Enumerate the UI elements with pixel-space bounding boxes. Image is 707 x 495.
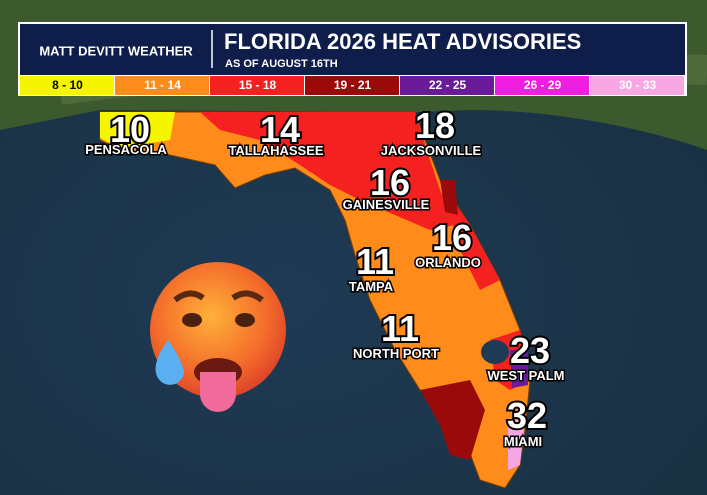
city-name: TALLAHASSEE xyxy=(228,143,323,158)
legend-swatch xyxy=(305,76,399,95)
region-darkred-south xyxy=(420,380,485,460)
city-count: 16 xyxy=(432,217,472,258)
city-count: 16 xyxy=(370,162,410,203)
city-name: GAINESVILLE xyxy=(343,197,430,212)
region-purple xyxy=(510,350,528,388)
city-name: MIAMI xyxy=(504,434,542,449)
region-darkred-north xyxy=(440,180,458,215)
legend-swatch xyxy=(210,76,304,95)
legend-swatch xyxy=(590,76,684,95)
legend-label: 8 - 10 xyxy=(52,78,83,92)
city-name: TAMPA xyxy=(349,279,394,294)
header-bar xyxy=(20,24,685,75)
legend-swatch xyxy=(20,76,114,95)
city-count: 18 xyxy=(415,105,455,146)
city-name: PENSACOLA xyxy=(85,142,167,157)
hot-face-emoji xyxy=(150,262,286,412)
title: FLORIDA 2026 HEAT ADVISORIES xyxy=(224,29,581,54)
city-name: NORTH PORT xyxy=(353,346,439,361)
city-name: JACKSONVILLE xyxy=(381,143,482,158)
city-count: 10 xyxy=(110,109,150,150)
city-count: 11 xyxy=(356,241,394,282)
legend-label: 15 - 18 xyxy=(239,78,277,92)
region-red-north xyxy=(200,112,455,230)
legend-label: 30 - 33 xyxy=(619,78,657,92)
legend-swatch xyxy=(495,76,589,95)
legend-swatch xyxy=(115,76,209,95)
legend-swatch xyxy=(400,76,494,95)
region-pink xyxy=(508,420,525,470)
city-count: 23 xyxy=(510,330,550,371)
subtitle: AS OF AUGUST 16TH xyxy=(225,58,338,70)
brand: MATT DEVITT WEATHER xyxy=(39,43,193,58)
legend-label: 26 - 29 xyxy=(524,78,562,92)
region-yellow xyxy=(100,112,175,148)
legend-label: 19 - 21 xyxy=(334,78,372,92)
city-count: 11 xyxy=(381,308,419,349)
legend-label: 22 - 25 xyxy=(429,78,467,92)
city-count: 32 xyxy=(507,395,547,436)
city-count: 14 xyxy=(260,109,300,150)
legend-label: 11 - 14 xyxy=(144,78,181,92)
city-name: ORLANDO xyxy=(415,255,481,270)
lake xyxy=(481,340,509,364)
city-name: WEST PALM xyxy=(487,368,564,383)
